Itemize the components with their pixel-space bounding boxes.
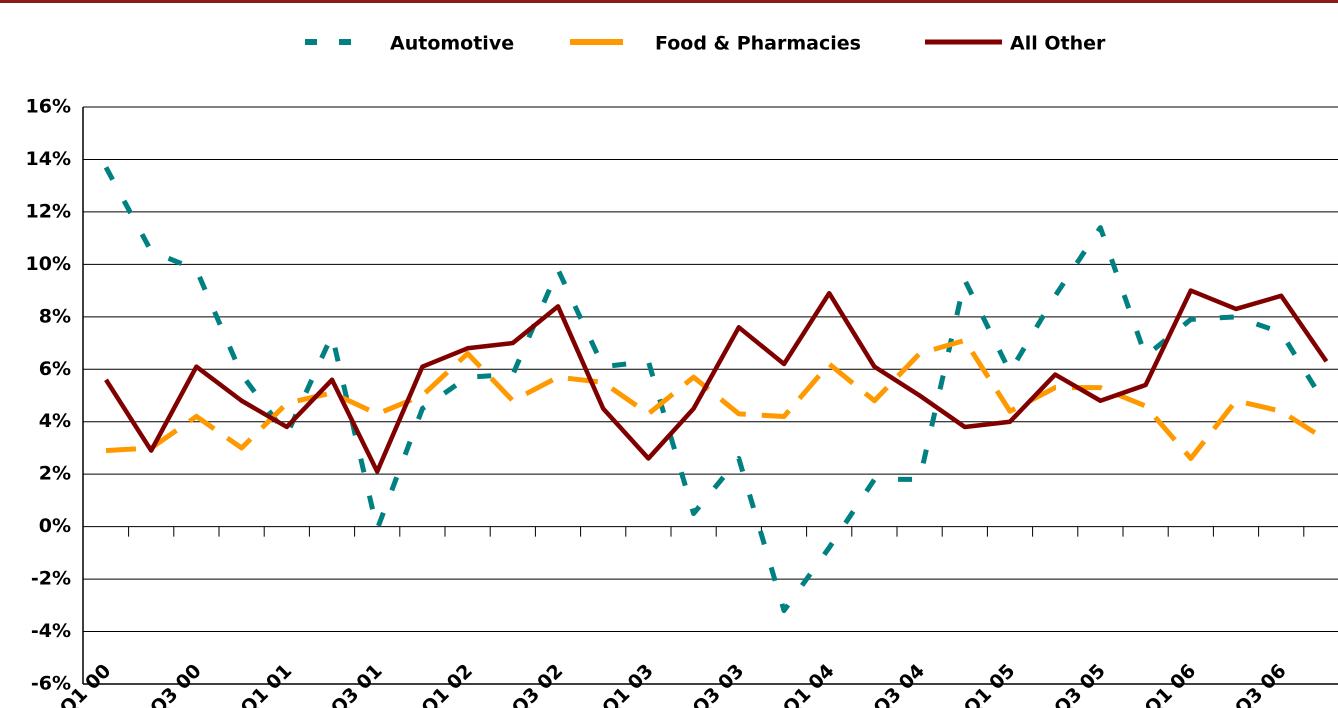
y-tick-label: 6% — [39, 358, 71, 380]
y-tick-label: -2% — [31, 568, 71, 590]
y-tick-label: 14% — [26, 148, 71, 170]
y-tick-label: -4% — [31, 620, 71, 642]
series-line — [105, 337, 1328, 461]
y-tick-label: 4% — [39, 410, 71, 432]
y-tick-label: 8% — [39, 305, 71, 327]
y-tick-label: 16% — [26, 96, 71, 118]
legend-label: Food & Pharmacies — [655, 33, 861, 55]
y-tick-label: 12% — [26, 200, 71, 222]
y-tick-label: 2% — [39, 463, 71, 485]
y-tick-label: -6% — [31, 673, 71, 695]
series-line — [104, 288, 1329, 474]
top-band — [0, 0, 1338, 3]
y-tick-label: 0% — [39, 515, 71, 537]
legend-label: All Other — [1010, 33, 1106, 55]
legend-label: Automotive — [390, 33, 514, 55]
y-tick-label: 10% — [26, 253, 71, 275]
series-line — [103, 166, 1329, 614]
